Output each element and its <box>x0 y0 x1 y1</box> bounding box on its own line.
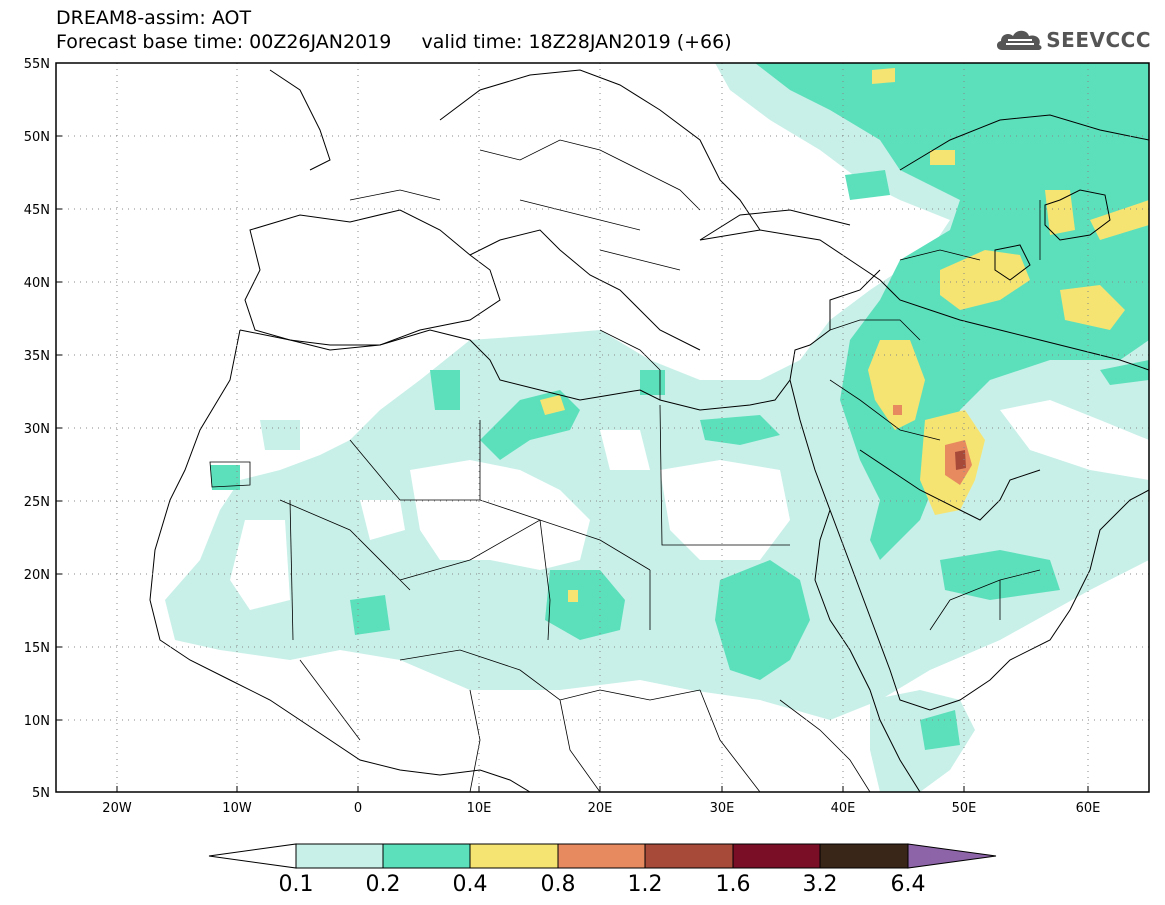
lat-label: 30N <box>24 422 50 437</box>
graticule <box>56 63 1149 792</box>
lat-label: 15N <box>24 641 50 656</box>
lat-label: 50N <box>24 130 50 145</box>
colorbar-label: 0.8 <box>541 872 576 897</box>
lat-label: 25N <box>24 495 50 510</box>
lon-label: 20W <box>102 801 132 816</box>
colorbar-swatch <box>819 843 909 869</box>
lon-label: 10W <box>222 801 252 816</box>
colorbar-swatch <box>295 843 384 869</box>
colorbar-label: 0.2 <box>366 872 401 897</box>
colorbar-label: 0.1 <box>279 872 314 897</box>
lat-label: 5N <box>32 786 50 801</box>
coastlines <box>149 69 1149 792</box>
colorbar-swatch <box>382 843 471 869</box>
colorbar-swatch <box>732 843 821 869</box>
colorbar-swatch <box>469 843 559 869</box>
colorbar-high-arrow <box>907 843 997 869</box>
cloud-icon <box>997 30 1042 50</box>
aot-field <box>165 63 1149 792</box>
tick-marks <box>56 62 1089 793</box>
lat-label: 10N <box>24 714 50 729</box>
colorbar: 0.1 0.2 0.4 0.8 1.2 1.6 3.2 6.4 <box>208 843 997 897</box>
colorbar-label: 6.4 <box>891 872 926 897</box>
lat-label: 40N <box>24 276 50 291</box>
aot-band-1.2 <box>955 450 966 470</box>
colorbar-swatch <box>644 843 734 869</box>
country-borders <box>209 139 1041 792</box>
lat-label: 20N <box>24 568 50 583</box>
lon-label: 0 <box>354 801 362 816</box>
lat-label: 45N <box>24 203 50 218</box>
lon-label: 40E <box>831 801 856 816</box>
lon-labels: 20W 10W 0 10E 20E 30E 40E 50E 60E <box>102 801 1100 816</box>
lon-label: 60E <box>1076 801 1101 816</box>
title-product: DREAM8-assim: AOT <box>56 7 252 29</box>
seevccc-logo: SEEVCCC <box>994 26 1151 54</box>
aot-band-0.2 <box>210 63 1149 750</box>
colorbar-label: 1.2 <box>628 872 663 897</box>
lon-label: 20E <box>588 801 613 816</box>
logo-text: SEEVCCC <box>1046 28 1151 52</box>
lon-label: 10E <box>467 801 492 816</box>
colorbar-swatch <box>557 843 646 869</box>
lat-label: 35N <box>24 349 50 364</box>
lon-label: 30E <box>710 801 735 816</box>
aot-gaps <box>230 130 1149 610</box>
lat-label: 55N <box>24 57 50 72</box>
title-times: Forecast base time: 00Z26JAN2019 valid t… <box>56 31 732 53</box>
colorbar-label: 1.6 <box>716 872 751 897</box>
colorbar-label: 0.4 <box>453 872 488 897</box>
colorbar-label: 3.2 <box>803 872 838 897</box>
map-title: DREAM8-assim: AOT Forecast base time: 00… <box>56 6 732 54</box>
lon-label: 50E <box>952 801 977 816</box>
colorbar-low-arrow <box>208 843 297 869</box>
lat-labels: 55N 50N 45N 40N 35N 30N 25N 20N 15N 10N … <box>24 57 50 801</box>
